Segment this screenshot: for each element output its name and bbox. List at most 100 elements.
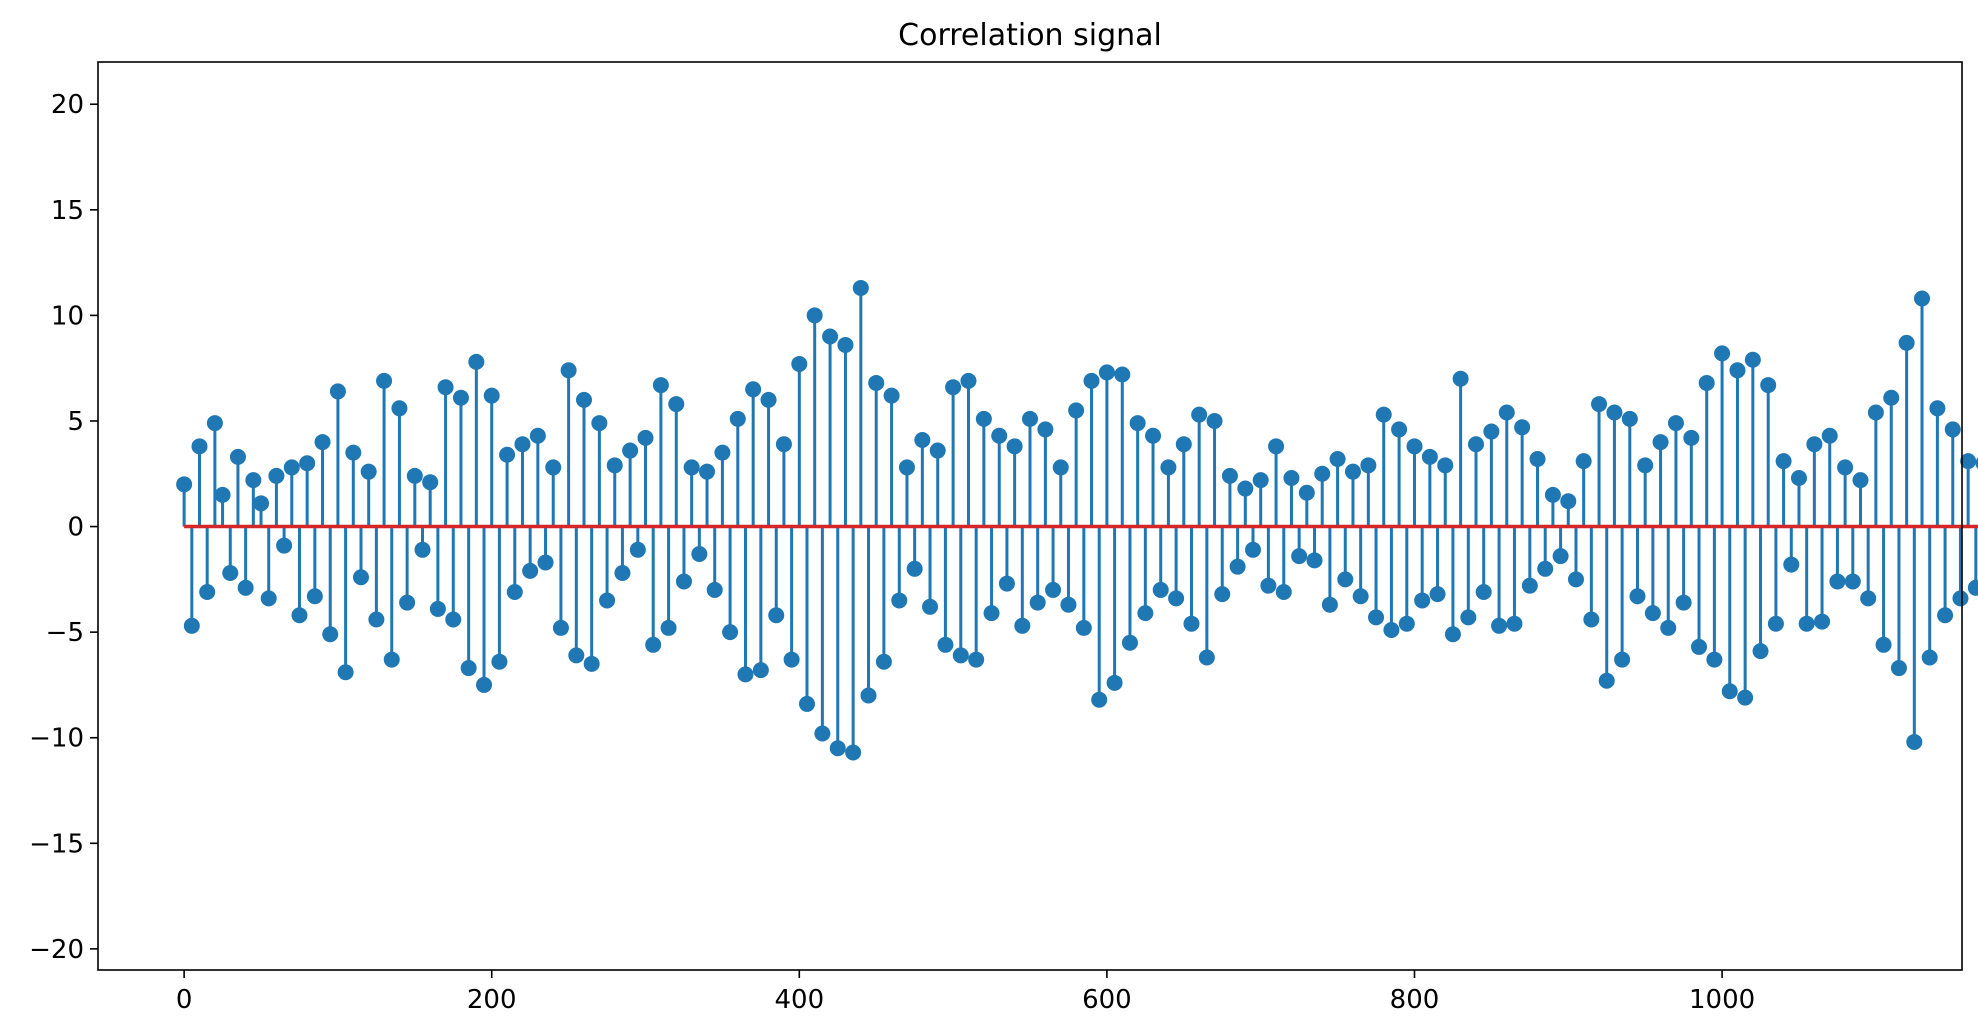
stem-marker [1068,402,1085,419]
stem-marker [875,653,892,670]
stem-marker [599,592,616,609]
stem-marker [483,387,500,404]
stem-marker [253,495,270,512]
stem-marker [1014,617,1031,634]
stem-marker [1675,594,1692,611]
stem-marker [1129,415,1146,432]
stem-marker [545,459,562,476]
stem-marker [652,377,669,394]
stem-marker [1883,389,1900,406]
stem-marker [1291,548,1308,565]
stem-marker [283,459,300,476]
stem-marker [1706,651,1723,668]
stem-marker [1937,607,1954,624]
stem-marker [1429,586,1446,603]
x-tick-label: 600 [1082,985,1132,1015]
stem-marker [1544,486,1561,503]
stem-marker [1960,453,1977,470]
stem-marker [952,647,969,664]
stem-marker [1414,592,1431,609]
stem-marker [1714,345,1731,362]
stem-marker [814,725,831,742]
stem-marker [1629,588,1646,605]
stem-marker [1537,560,1554,577]
stem-marker [1137,605,1154,622]
stem-marker [1691,638,1708,655]
stem-marker [514,436,531,453]
stem-marker [1775,453,1792,470]
stem-marker [914,431,931,448]
stem-marker [1468,436,1485,453]
stem-marker [960,372,977,389]
stem-marker [1391,421,1408,438]
stem-marker [1598,672,1615,689]
stem-marker [445,611,462,628]
stem-marker [1560,493,1577,510]
stem-marker [745,381,762,398]
stem-marker [229,448,246,465]
stem-marker [1744,351,1761,368]
stem-marker [206,415,223,432]
chart-title: Correlation signal [898,18,1162,53]
stem-marker [1475,584,1492,601]
stem-marker [675,573,692,590]
stem-marker [798,695,815,712]
stem-marker [1929,400,1946,417]
stem-marker [1575,453,1592,470]
stem-marker [1437,457,1454,474]
stem-marker [345,444,362,461]
stem-marker [1175,436,1192,453]
stem-marker [1421,448,1438,465]
stem-marker [1444,626,1461,643]
stem-marker [760,391,777,408]
stem-marker [1952,590,1969,607]
stem-marker [829,740,846,757]
stem-marker [337,664,354,681]
stem-marker [1168,590,1185,607]
stem-marker [937,636,954,653]
stem-marker [329,383,346,400]
stem-marker [1306,552,1323,569]
stem-marker [1875,636,1892,653]
stem-marker [1821,427,1838,444]
stem-marker [460,660,477,677]
stem-marker [922,598,939,615]
stem-marker [668,396,685,413]
stem-marker [1521,577,1538,594]
stem-marker [1890,660,1907,677]
stem-marker [1483,423,1500,440]
stem-marker [1406,438,1423,455]
stem-marker [968,651,985,668]
stem-marker [1114,366,1131,383]
x-axis: 0 200 400 600 800 1000 [176,970,1755,1015]
stem-marker [575,391,592,408]
stem-marker [1737,689,1754,706]
stem-marker [1498,404,1515,421]
stem-marker [1867,404,1884,421]
stem-marker [245,472,262,489]
stem-marker [1767,615,1784,632]
stem-marker [868,374,885,391]
stem-marker [1352,588,1369,605]
stem-marker [1360,457,1377,474]
stem-marker [983,605,1000,622]
stem-marker [691,546,708,563]
x-tick-label: 0 [176,985,193,1015]
stem-marker [260,590,277,607]
stem-marker [852,279,869,296]
stem-marker [1606,404,1623,421]
stem-marker [1644,605,1661,622]
stem-marker [429,600,446,617]
stem-marker [1637,457,1654,474]
stem-marker [1229,558,1246,575]
stem-marker [822,328,839,345]
stem-marker [199,584,216,601]
stem-marker [1829,573,1846,590]
stem-marker [529,427,546,444]
stem-marker [537,554,554,571]
stem-marker [376,372,393,389]
stem-marker [499,446,516,463]
stem-marker [1529,450,1546,467]
